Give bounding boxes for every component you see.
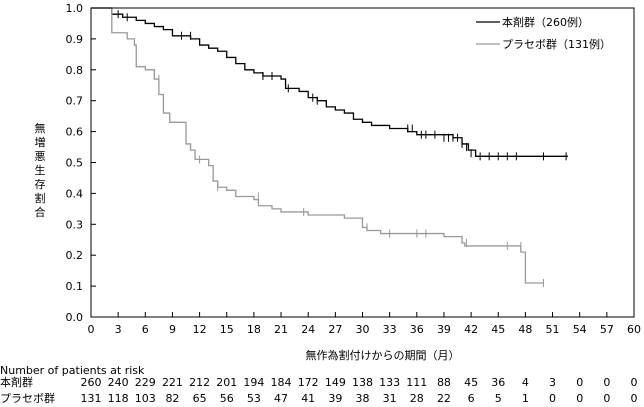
x-tick-label: 42 [464,323,478,336]
risk-value-placebo: 0 [576,392,583,405]
y-label-char: 存 [35,177,46,191]
risk-value-treatment: 184 [271,376,292,389]
y-tick-label: 1.0 [66,2,84,15]
x-tick-label: 45 [491,323,505,336]
x-axis-label: 無作為割付けからの期間（月） [306,348,460,362]
risk-value-placebo: 41 [301,392,315,405]
x-tick-label: 3 [115,323,122,336]
y-tick-label: 0.4 [66,187,84,200]
risk-value-placebo: 1 [522,392,529,405]
x-tick-label: 6 [142,323,149,336]
x-tick-label: 48 [518,323,532,336]
risk-value-treatment: 111 [406,376,427,389]
y-label-char: 無 [35,121,46,135]
risk-value-treatment: 212 [189,376,210,389]
series-line-placebo [91,7,544,284]
x-tick-label: 36 [410,323,424,336]
risk-value-treatment: 88 [437,376,451,389]
x-tick-label: 18 [247,323,261,336]
y-tick-label: 0.9 [66,33,84,46]
risk-value-placebo: 28 [410,392,424,405]
risk-value-treatment: 0 [603,376,610,389]
risk-value-treatment: 45 [464,376,478,389]
y-tick-label: 0.3 [66,218,84,231]
series-layer [91,7,568,288]
risk-value-placebo: 82 [165,392,179,405]
x-tick-label: 30 [356,323,370,336]
x-tick-label: 57 [600,323,614,336]
legend-label-placebo: プラセボ群（131例） [502,37,611,51]
risk-value-placebo: 56 [220,392,234,405]
risk-value-placebo: 103 [135,392,156,405]
x-tick-label: 9 [169,323,176,336]
risk-value-treatment: 138 [352,376,373,389]
risk-value-treatment: 260 [81,376,102,389]
y-tick-label: 0.2 [66,249,84,262]
risk-value-treatment: 36 [491,376,505,389]
risk-value-placebo: 5 [495,392,502,405]
risk-value-treatment: 229 [135,376,156,389]
risk-value-treatment: 4 [522,376,529,389]
legend: 本剤群（260例） プラセボ群（131例） [476,15,611,51]
y-tick-label: 0.0 [66,311,84,324]
risk-value-placebo: 38 [356,392,370,405]
x-tick-label: 33 [383,323,397,336]
risk-row-label-placebo: プラセボ群 [0,391,55,405]
risk-value-treatment: 194 [243,376,264,389]
y-label-char: 合 [35,205,46,219]
risk-value-placebo: 0 [549,392,556,405]
y-tick-label: 0.7 [66,95,84,108]
x-tick-label: 21 [274,323,288,336]
risk-table-values: 260 240 229 221 212 201 194 184 172 149 138 133 111 8… [81,376,638,405]
risk-table: Number of patients at risk 本剤群 プラセボ群 260… [0,364,638,405]
risk-value-placebo: 0 [603,392,610,405]
y-tick-label: 0.6 [66,126,84,139]
x-tick-label: 54 [573,323,587,336]
y-label-char: 生 [35,163,46,177]
x-tick-label: 12 [193,323,207,336]
risk-value-treatment: 133 [379,376,400,389]
risk-value-placebo: 6 [468,392,475,405]
y-tick-label: 0.5 [66,157,84,170]
x-tick-label: 24 [301,323,315,336]
risk-value-treatment: 172 [298,376,319,389]
plot-frame [90,7,635,318]
risk-table-title: Number of patients at risk [0,364,145,377]
risk-value-placebo: 118 [108,392,129,405]
risk-value-placebo: 0 [631,392,638,405]
risk-value-placebo: 22 [437,392,451,405]
risk-value-placebo: 39 [328,392,342,405]
risk-value-placebo: 53 [247,392,261,405]
x-tick-label: 51 [546,323,560,336]
risk-value-placebo: 31 [383,392,397,405]
y-tick-label: 0.1 [66,280,84,293]
risk-value-placebo: 131 [81,392,102,405]
x-tick-label: 0 [88,323,95,336]
y-label-char: 増 [35,136,46,149]
y-label-char: 割 [35,191,46,205]
x-tick-label: 15 [220,323,234,336]
risk-value-placebo: 47 [274,392,288,405]
y-label-char: 悪 [35,150,46,163]
y-axis-ticks: 0.0 0.1 0.2 0.3 0.4 0.5 0.6 0.7 0.8 0.9 1.0 [66,2,96,324]
legend-label-treatment: 本剤群（260例） [502,15,589,29]
x-tick-label: 39 [437,323,451,336]
y-tick-label: 0.8 [66,64,84,77]
risk-value-treatment: 0 [631,376,638,389]
risk-value-treatment: 149 [325,376,346,389]
risk-value-treatment: 221 [162,376,183,389]
x-tick-label: 27 [328,323,342,336]
risk-value-treatment: 201 [216,376,237,389]
risk-value-treatment: 0 [576,376,583,389]
x-tick-label: 60 [627,323,641,336]
risk-row-label-treatment: 本剤群 [0,375,33,389]
risk-value-placebo: 65 [193,392,207,405]
x-axis-ticks: 0 3 6 9 12 15 18 21 24 27 30 33 36 39 42 45 48 51 54 57 60 [88,312,641,336]
risk-value-treatment: 240 [108,376,129,389]
risk-value-treatment: 3 [549,376,556,389]
